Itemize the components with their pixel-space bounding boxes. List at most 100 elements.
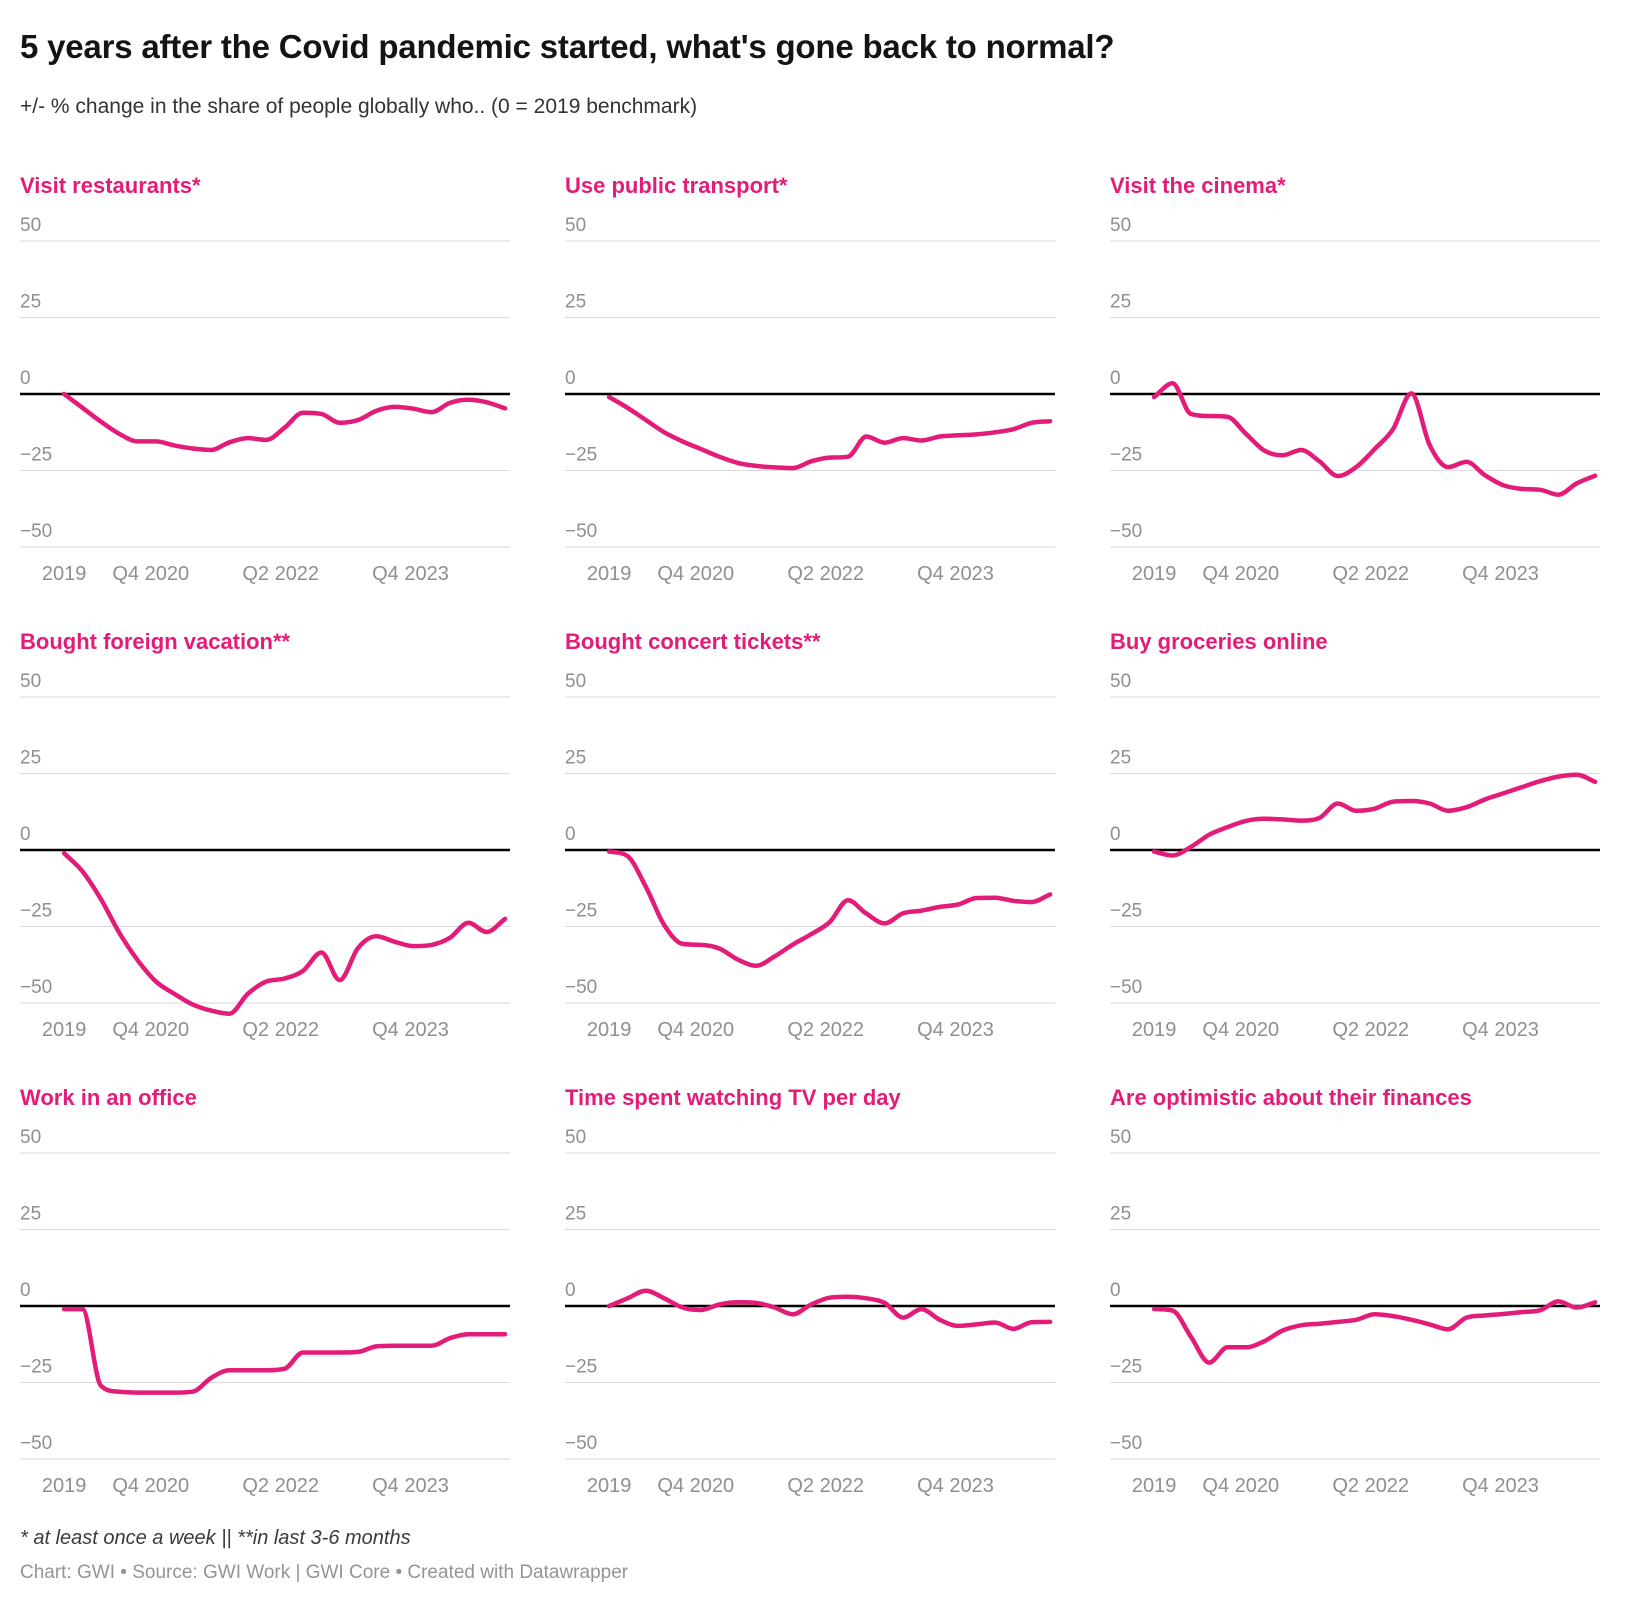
line-chart: 50 25 0 −25 −50 2019 Q4 2020 Q2 2022 Q4 2023: [565, 1127, 1055, 1497]
y-tick-label: 0: [1110, 368, 1121, 389]
x-tick-label: 2019: [42, 1019, 87, 1041]
x-tick-label: Q4 2020: [112, 563, 189, 585]
x-tick-label: 2019: [1132, 1475, 1177, 1497]
line-chart: 50 25 0 −25 −50 2019 Q4 2020 Q2 2022 Q4 2023: [1110, 1127, 1600, 1497]
y-tick-label: −25: [20, 1356, 52, 1377]
x-tick-label: Q4 2023: [1462, 1475, 1539, 1497]
y-tick-label: 0: [565, 824, 576, 845]
chart-panel: Visit the cinema* 50 25 0 −25 −50 2019 Q4 2020 Q…: [1110, 173, 1600, 589]
y-tick-label: 0: [1110, 1280, 1121, 1301]
y-tick-label: −50: [1110, 1433, 1142, 1454]
panel-title: Work in an office: [20, 1084, 197, 1110]
x-tick-label: 2019: [587, 563, 632, 585]
x-tick-label: Q2 2022: [787, 1019, 864, 1041]
x-tick-label: Q2 2022: [787, 563, 864, 585]
x-tick-label: Q4 2023: [917, 563, 994, 585]
page-title: 5 years after the Covid pandemic started…: [20, 28, 1115, 65]
y-tick-label: 0: [20, 1280, 31, 1301]
y-tick-label: 0: [565, 368, 576, 389]
chart-panel: Bought foreign vacation** 50 25 0 −25 −50 2019…: [20, 629, 510, 1045]
y-tick-label: 25: [20, 291, 41, 312]
y-tick-label: 50: [20, 1127, 41, 1148]
panel-title: Bought foreign vacation**: [20, 628, 291, 654]
small-multiples-grid: Visit restaurants* 50 25 0 −25 −50 2019 Q4 2020…: [20, 173, 1620, 1501]
byline: Chart: GWI • Source: GWI Work | GWI Core…: [20, 1561, 629, 1583]
panel-title: Buy groceries online: [1110, 628, 1328, 654]
y-tick-label: −25: [1110, 1356, 1142, 1377]
x-tick-label: Q4 2020: [657, 1019, 734, 1041]
y-tick-label: −25: [565, 1356, 597, 1377]
y-tick-label: −25: [565, 900, 597, 921]
y-tick-label: 25: [20, 747, 41, 768]
y-tick-label: 50: [1110, 671, 1131, 692]
x-tick-label: Q2 2022: [242, 1475, 319, 1497]
line-chart: 50 25 0 −25 −50 2019 Q4 2020 Q2 2022 Q4 2023: [1110, 671, 1600, 1041]
y-tick-label: 25: [565, 1203, 586, 1224]
chart-panel: Work in an office 50 25 0 −25 −50 2019 Q4 2020 Q…: [20, 1085, 510, 1501]
chart-panel: Visit restaurants* 50 25 0 −25 −50 2019 Q4 2020…: [20, 173, 510, 589]
y-tick-label: 50: [565, 1127, 586, 1148]
chart-panel: Bought concert tickets** 50 25 0 −25 −50 2019 Q…: [565, 629, 1055, 1045]
line-chart: 50 25 0 −25 −50 2019 Q4 2020 Q2 2022 Q4 2023: [1110, 215, 1600, 585]
x-tick-label: Q4 2023: [372, 1475, 449, 1497]
line-chart: 50 25 0 −25 −50 2019 Q4 2020 Q2 2022 Q4 2023: [20, 1127, 510, 1497]
chart-panel: Are optimistic about their finances 50 25 0…: [1110, 1085, 1600, 1501]
series-line: [606, 849, 1053, 968]
series-line: [1151, 380, 1598, 497]
series-line: [1151, 1299, 1598, 1365]
y-tick-label: 25: [1110, 1203, 1131, 1224]
y-tick-label: −25: [565, 444, 597, 465]
y-tick-label: −25: [20, 444, 52, 465]
chart-panel: Buy groceries online 50 25 0 −25 −50 2019 Q4 20…: [1110, 629, 1600, 1045]
x-tick-label: Q4 2020: [657, 1475, 734, 1497]
x-tick-label: Q4 2020: [112, 1475, 189, 1497]
x-tick-label: Q4 2023: [917, 1019, 994, 1041]
panel-title: Visit the cinema*: [1110, 172, 1286, 198]
x-tick-label: Q4 2020: [657, 563, 734, 585]
x-tick-label: Q4 2020: [112, 1019, 189, 1041]
x-tick-label: Q4 2023: [1462, 1019, 1539, 1041]
line-chart: 50 25 0 −25 −50 2019 Q4 2020 Q2 2022 Q4 2023: [565, 671, 1055, 1041]
y-tick-label: 50: [1110, 1127, 1131, 1148]
y-tick-label: 50: [565, 215, 586, 236]
y-tick-label: 50: [1110, 215, 1131, 236]
y-tick-label: −50: [565, 521, 597, 542]
x-tick-label: 2019: [1132, 1019, 1177, 1041]
x-tick-label: Q2 2022: [787, 1475, 864, 1497]
x-tick-label: Q2 2022: [1332, 1019, 1409, 1041]
chart-panel: Time spent watching TV per day 50 25 0 −25 −5…: [565, 1085, 1055, 1501]
series-line: [61, 850, 508, 1016]
y-tick-label: −50: [565, 1433, 597, 1454]
x-tick-label: Q2 2022: [242, 1019, 319, 1041]
y-tick-label: −50: [20, 521, 52, 542]
x-tick-label: Q4 2023: [917, 1475, 994, 1497]
x-tick-label: Q4 2020: [1202, 1475, 1279, 1497]
y-tick-label: −25: [1110, 900, 1142, 921]
chart-panel: Use public transport* 50 25 0 −25 −50 2019 Q4 2…: [565, 173, 1055, 589]
y-tick-label: 50: [20, 671, 41, 692]
subtitle: +/- % change in the share of people glob…: [20, 94, 698, 118]
y-tick-label: 25: [20, 1203, 41, 1224]
y-tick-label: −50: [20, 977, 52, 998]
x-tick-label: Q2 2022: [1332, 563, 1409, 585]
x-tick-label: 2019: [1132, 563, 1177, 585]
panel-title: Are optimistic about their finances: [1110, 1084, 1472, 1110]
y-tick-label: −25: [1110, 444, 1142, 465]
y-tick-label: 50: [20, 215, 41, 236]
y-tick-label: 0: [20, 824, 31, 845]
x-tick-label: Q4 2023: [372, 1019, 449, 1041]
panel-title: Use public transport*: [565, 172, 788, 198]
x-tick-label: 2019: [42, 1475, 87, 1497]
y-tick-label: 25: [565, 747, 586, 768]
x-tick-label: Q4 2023: [372, 563, 449, 585]
y-tick-label: 50: [565, 671, 586, 692]
x-tick-label: 2019: [587, 1019, 632, 1041]
line-chart: 50 25 0 −25 −50 2019 Q4 2020 Q2 2022 Q4 2023: [20, 215, 510, 585]
series-line: [606, 1288, 1053, 1332]
panel-title: Visit restaurants*: [20, 172, 201, 198]
x-tick-label: Q2 2022: [1332, 1475, 1409, 1497]
series-line: [1151, 772, 1598, 858]
y-tick-label: 25: [1110, 747, 1131, 768]
x-tick-label: Q4 2023: [1462, 563, 1539, 585]
x-tick-label: Q4 2020: [1202, 563, 1279, 585]
